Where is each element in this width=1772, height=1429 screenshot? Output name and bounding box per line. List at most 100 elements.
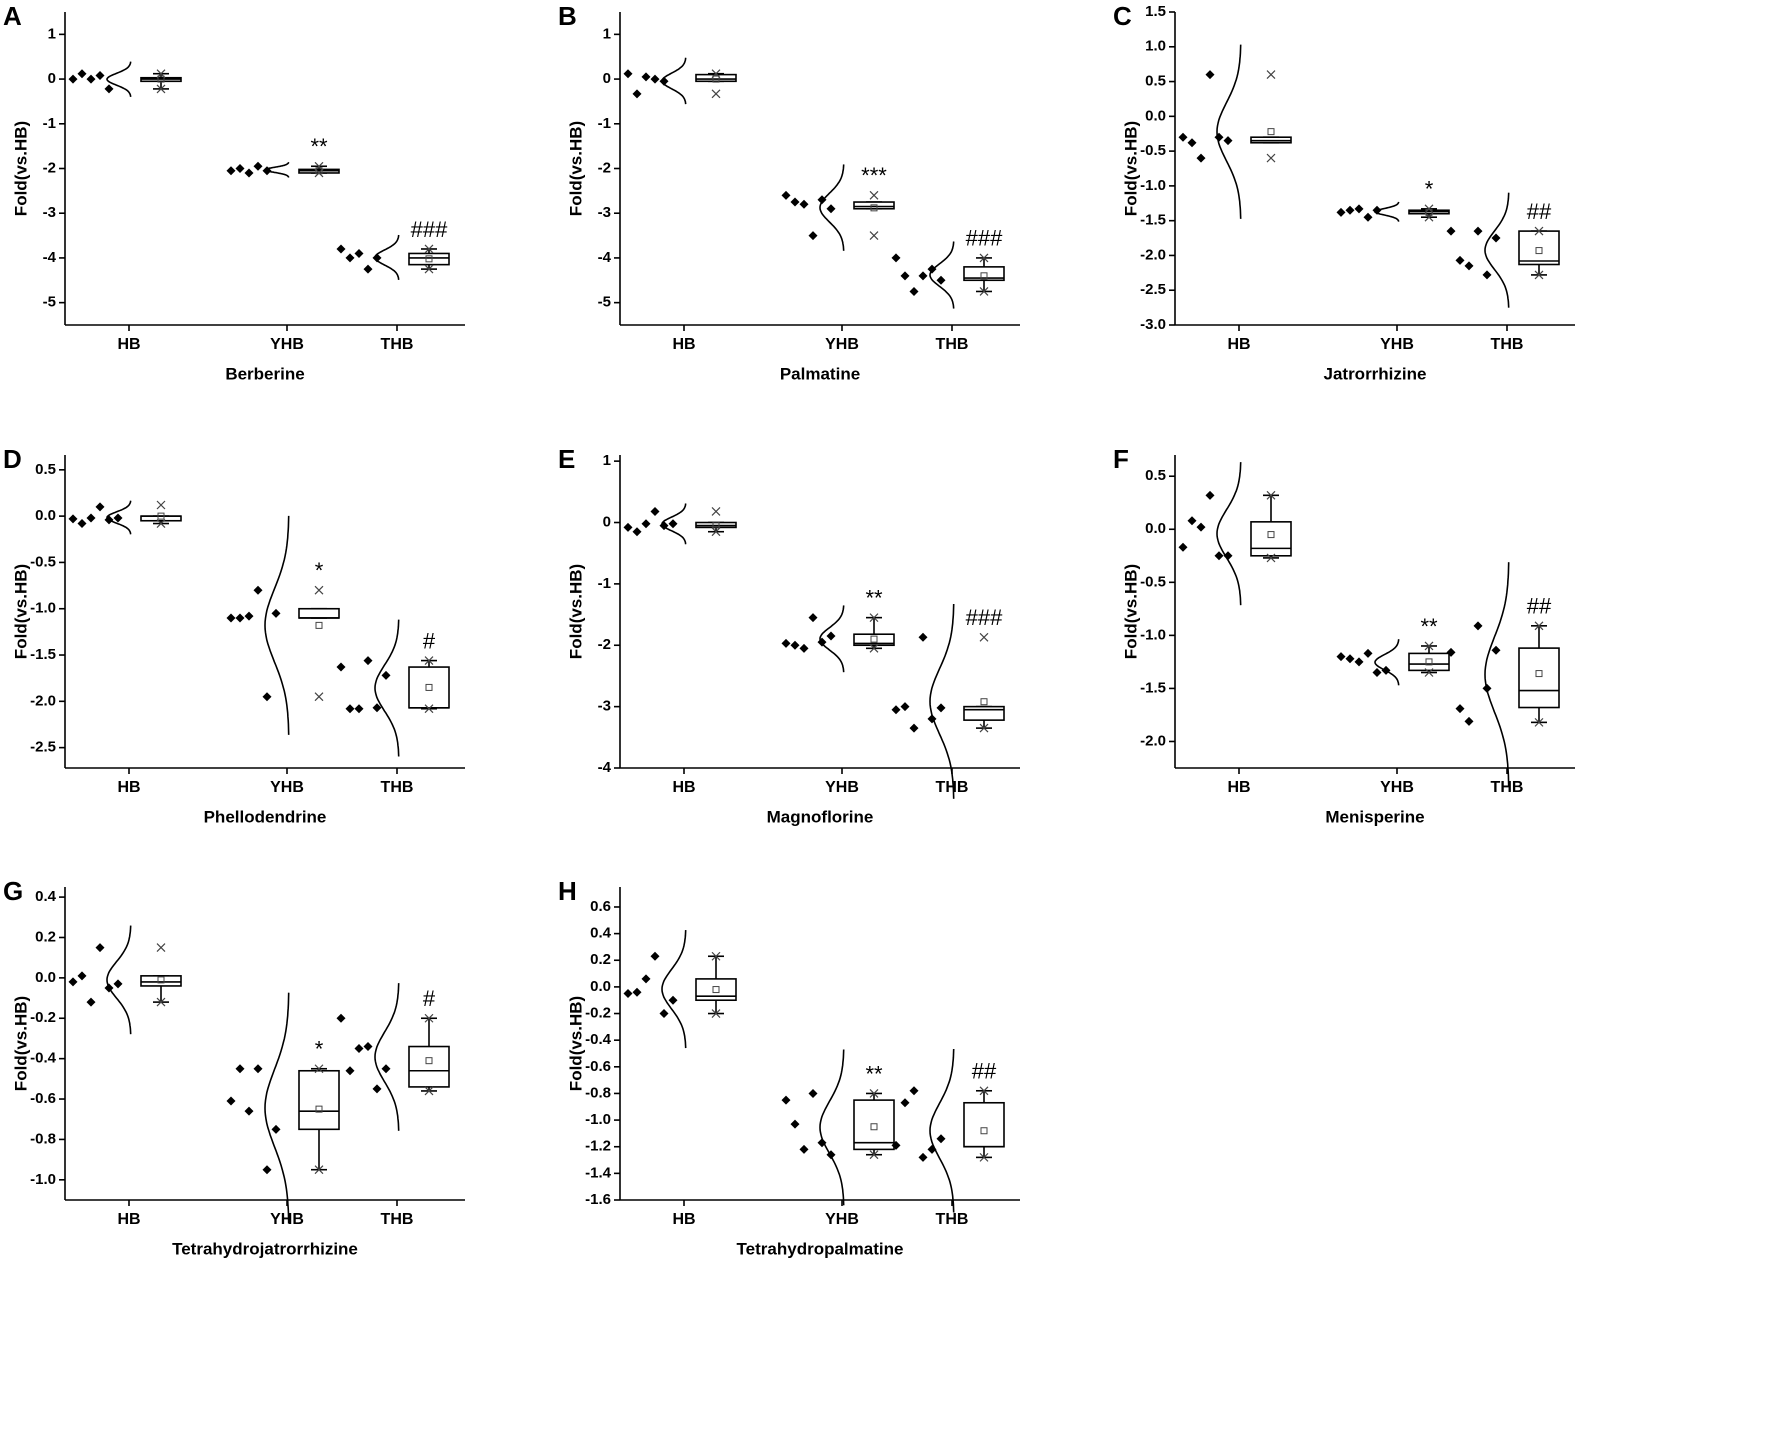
extreme-max (424, 656, 434, 666)
mean (712, 75, 720, 83)
normal-curve (1374, 201, 1400, 222)
normal-curve (661, 503, 687, 545)
data-point (808, 231, 818, 241)
normal-curve (1216, 44, 1242, 219)
data-point (68, 514, 78, 524)
data-point (1178, 132, 1188, 142)
x-tick-label: THB (936, 336, 969, 353)
mean (980, 272, 988, 280)
y-tick-label: 0.0 (35, 507, 56, 524)
data-point (86, 997, 96, 1007)
y-tick-label: 0.0 (1145, 107, 1166, 124)
data-point (668, 519, 678, 529)
y-tick-label: -2.5 (1140, 281, 1166, 298)
mean (425, 683, 433, 691)
y-axis-label: Fold(vs.HB) (11, 564, 30, 659)
box (853, 1099, 895, 1151)
data-point (235, 1064, 245, 1074)
normal-curve (661, 57, 687, 105)
data-point (113, 979, 123, 989)
normal-curve (374, 619, 400, 757)
data-point (936, 703, 946, 713)
extreme-min (424, 264, 434, 274)
y-tick-label: -4 (598, 759, 612, 776)
mean (425, 1057, 433, 1065)
data-point (345, 1066, 355, 1076)
data-point (826, 631, 836, 641)
data-point (826, 204, 836, 214)
extreme-max (156, 69, 166, 79)
data-point (363, 1042, 373, 1052)
data-point (345, 704, 355, 714)
mean (157, 976, 165, 984)
x-tick-label: THB (936, 1211, 969, 1228)
data-point (918, 632, 928, 642)
x-tick-label: YHB (270, 336, 304, 353)
data-point (226, 613, 236, 623)
data-point (790, 1119, 800, 1129)
extreme-max (156, 943, 166, 953)
normal-curve (264, 161, 290, 178)
x-axis-title: Tetrahydropalmatine (737, 1239, 904, 1258)
x-tick-label: THB (381, 336, 414, 353)
y-tick-label: 0.4 (35, 888, 57, 905)
data-point (244, 611, 254, 621)
x-tick-label: YHB (825, 336, 859, 353)
x-axis-title: Phellodendrine (204, 807, 327, 826)
normal-curve (1216, 462, 1242, 606)
data-point (623, 522, 633, 532)
significance: ** (1420, 614, 1438, 639)
x-tick-label: YHB (270, 779, 304, 796)
extreme-min (1266, 553, 1276, 563)
y-tick-label: -1.0 (1140, 626, 1166, 643)
data-point (891, 705, 901, 715)
extreme-max (869, 613, 879, 623)
extreme-max (711, 507, 721, 516)
y-axis-label: Fold(vs.HB) (566, 564, 585, 659)
box (408, 1045, 450, 1088)
y-tick-label: 0.2 (35, 928, 56, 945)
y-tick-label: 0.0 (590, 978, 611, 995)
data-point (1196, 522, 1206, 532)
panel-letter: H (558, 876, 577, 906)
data-point (68, 977, 78, 987)
y-tick-label: -2 (43, 159, 56, 176)
data-point (226, 1096, 236, 1106)
data-point (799, 643, 809, 653)
y-axis-label: Fold(vs.HB) (566, 996, 585, 1091)
extreme-max (711, 951, 721, 961)
extreme-min (711, 527, 721, 537)
data-point (909, 1086, 919, 1096)
y-tick-label: -0.4 (30, 1050, 57, 1067)
data-point (95, 502, 105, 512)
x-tick-label: THB (936, 779, 969, 796)
normal-curve (106, 61, 132, 98)
data-point (909, 286, 919, 296)
data-point (891, 253, 901, 263)
y-tick-label: -0.5 (1140, 573, 1166, 590)
data-point (1214, 551, 1224, 561)
extreme-max (314, 161, 324, 171)
mean (870, 635, 878, 643)
significance: ### (966, 226, 1003, 251)
normal-curve (929, 241, 955, 309)
y-tick-label: -1 (598, 575, 611, 592)
data-point (927, 714, 937, 724)
y-tick-label: 1.5 (1145, 3, 1166, 20)
panel-letter: F (1113, 444, 1129, 474)
box (1408, 652, 1450, 672)
data-point (781, 190, 791, 200)
extreme-min (1266, 153, 1276, 163)
data-point (799, 1144, 809, 1154)
extreme-max (1534, 621, 1544, 631)
mean (1425, 658, 1433, 666)
extreme-min (1534, 270, 1544, 280)
extreme-max (1424, 204, 1434, 214)
data-point (1455, 255, 1465, 265)
y-tick-label: 1.0 (1145, 38, 1166, 55)
data-point (381, 1064, 391, 1074)
panel: A Fold(vs.HB) Berberine 1 0 -1 -2 -3 -4 -5 HB YHB **… (3, 1, 465, 383)
data-point (271, 1124, 281, 1134)
significance: ## (1527, 594, 1552, 619)
data-point (354, 1044, 364, 1054)
